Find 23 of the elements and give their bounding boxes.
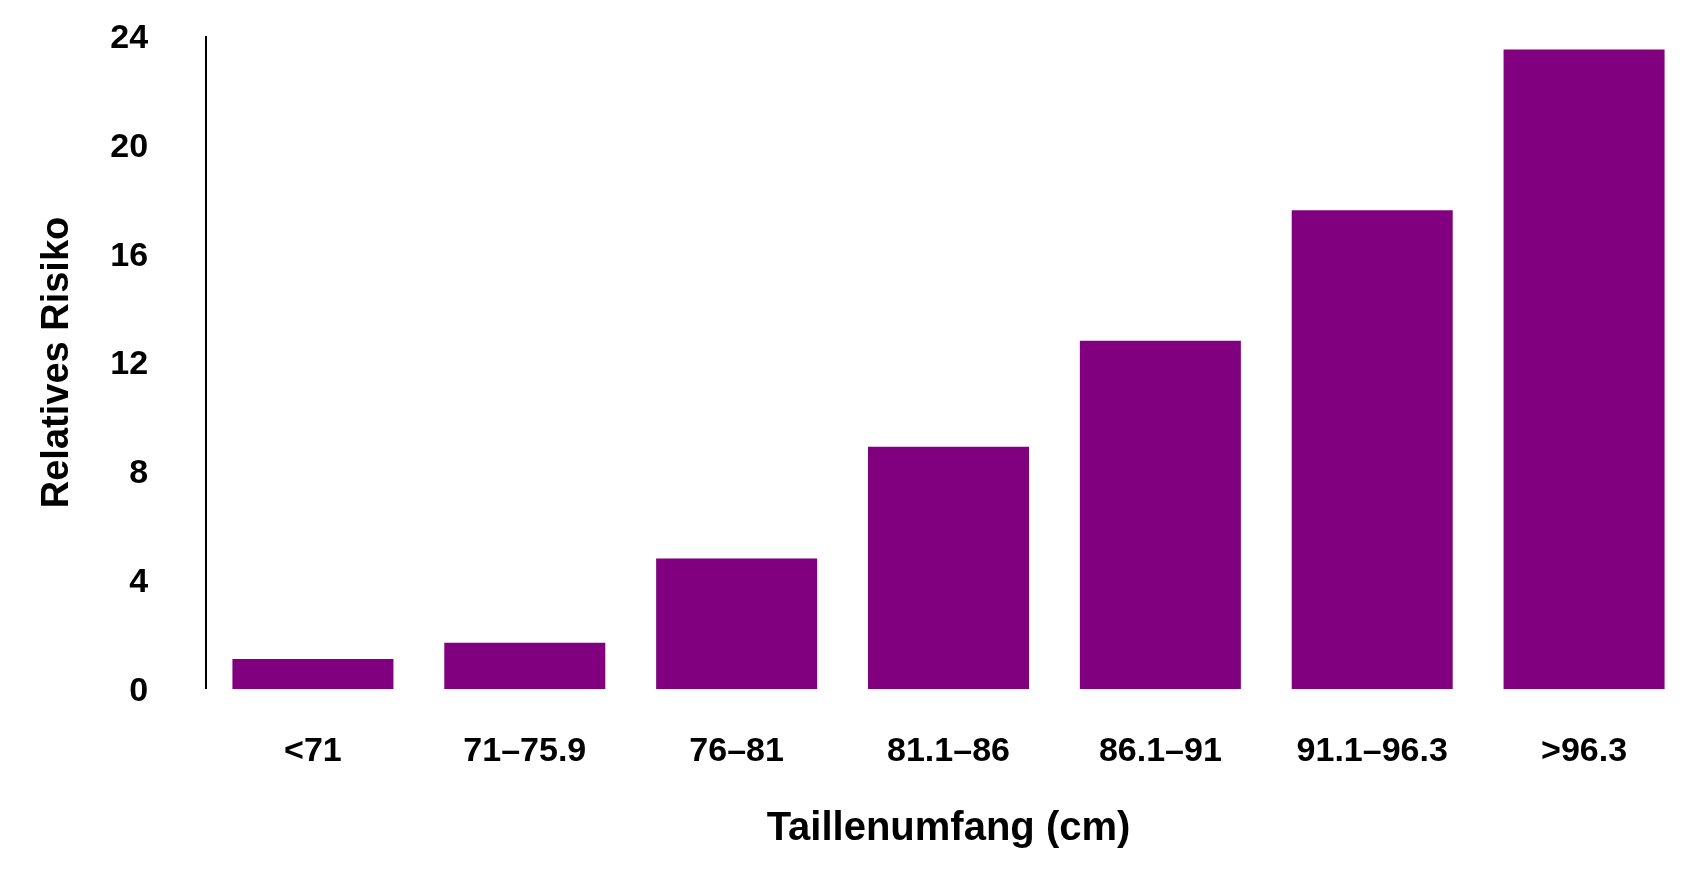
y-tick-label: 16 <box>110 234 149 273</box>
bar <box>656 558 818 689</box>
x-tick-label: 81.1–86 <box>887 729 1010 768</box>
bar <box>1503 49 1665 689</box>
x-tick-label: >96.3 <box>1541 729 1628 768</box>
y-tick-label: 12 <box>110 343 149 382</box>
bar <box>232 659 394 689</box>
y-tick-label: 24 <box>110 16 149 55</box>
y-axis-title: Relatives Risiko <box>34 216 77 509</box>
x-axis-title: Taillenumfang (cm) <box>766 804 1131 849</box>
bar <box>1291 210 1453 689</box>
x-tick-label: 71–75.9 <box>463 729 587 768</box>
y-tick-label: 20 <box>110 125 149 164</box>
x-tick-label: 91.1–96.3 <box>1296 729 1448 768</box>
bar <box>1079 340 1241 689</box>
x-tick-label: 86.1–91 <box>1098 729 1222 768</box>
y-tick-label: 8 <box>129 452 149 491</box>
y-tick-label: 4 <box>129 561 149 600</box>
bar <box>444 642 606 689</box>
x-tick-label: <71 <box>284 729 342 768</box>
bar <box>867 446 1030 689</box>
y-tick-label: 0 <box>129 669 149 708</box>
x-tick-label: 76–81 <box>689 729 784 768</box>
